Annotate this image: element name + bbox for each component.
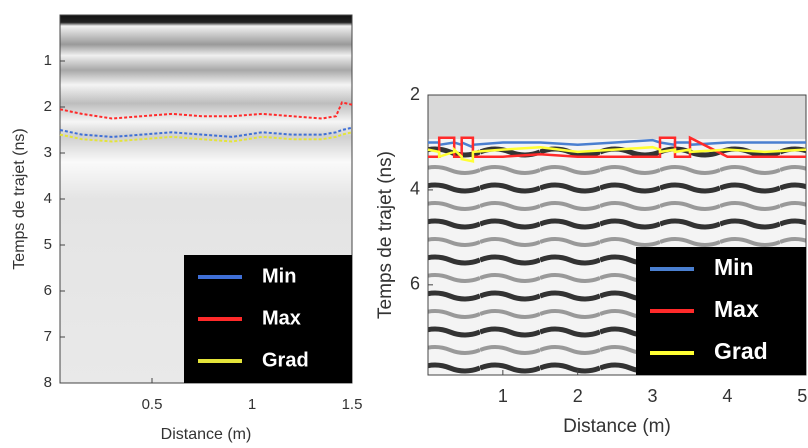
y-tick-label: 4 (410, 179, 420, 199)
y-tick-label: 6 (44, 282, 52, 299)
plot-frame (427, 94, 807, 376)
y-tick-label: 2 (410, 84, 420, 104)
x-axis-label: Distance (m) (161, 426, 252, 443)
series-line (59, 126, 353, 138)
x-tick-label: 3 (648, 386, 658, 406)
legend-label: Min (262, 265, 296, 287)
x-tick-label: 1 (498, 386, 508, 406)
y-tick-label: 7 (44, 328, 52, 345)
y-tick-label: 1 (44, 52, 52, 69)
x-tick-label: 1.5 (342, 396, 363, 413)
y-tick-label: 6 (410, 274, 420, 294)
y-axis-label: Temps de trajet (ns) (11, 128, 28, 269)
legend-label: Max (262, 307, 301, 329)
x-tick-label: 5 (797, 386, 807, 406)
radargram-texture (428, 95, 806, 139)
y-tick-label: 8 (44, 374, 52, 391)
legend-label: Min (714, 254, 754, 280)
y-axis-label: Temps de trajet (ns) (375, 151, 396, 319)
series-line (427, 145, 807, 163)
series-line (59, 131, 353, 143)
y-tick-label: 3 (44, 144, 52, 161)
y-tick-label: 2 (44, 98, 52, 115)
series-line (59, 101, 353, 120)
legend-label: Max (714, 296, 759, 322)
legend-label: Grad (262, 349, 309, 371)
x-axis-label: Distance (m) (563, 416, 671, 437)
legend-label: Grad (714, 338, 768, 364)
x-tick-label: 4 (722, 386, 732, 406)
x-tick-label: 2 (573, 386, 583, 406)
x-tick-label: 1 (248, 396, 256, 413)
y-tick-label: 4 (44, 190, 52, 207)
y-tick-label: 5 (44, 236, 52, 253)
x-tick-label: 0.5 (142, 396, 163, 413)
